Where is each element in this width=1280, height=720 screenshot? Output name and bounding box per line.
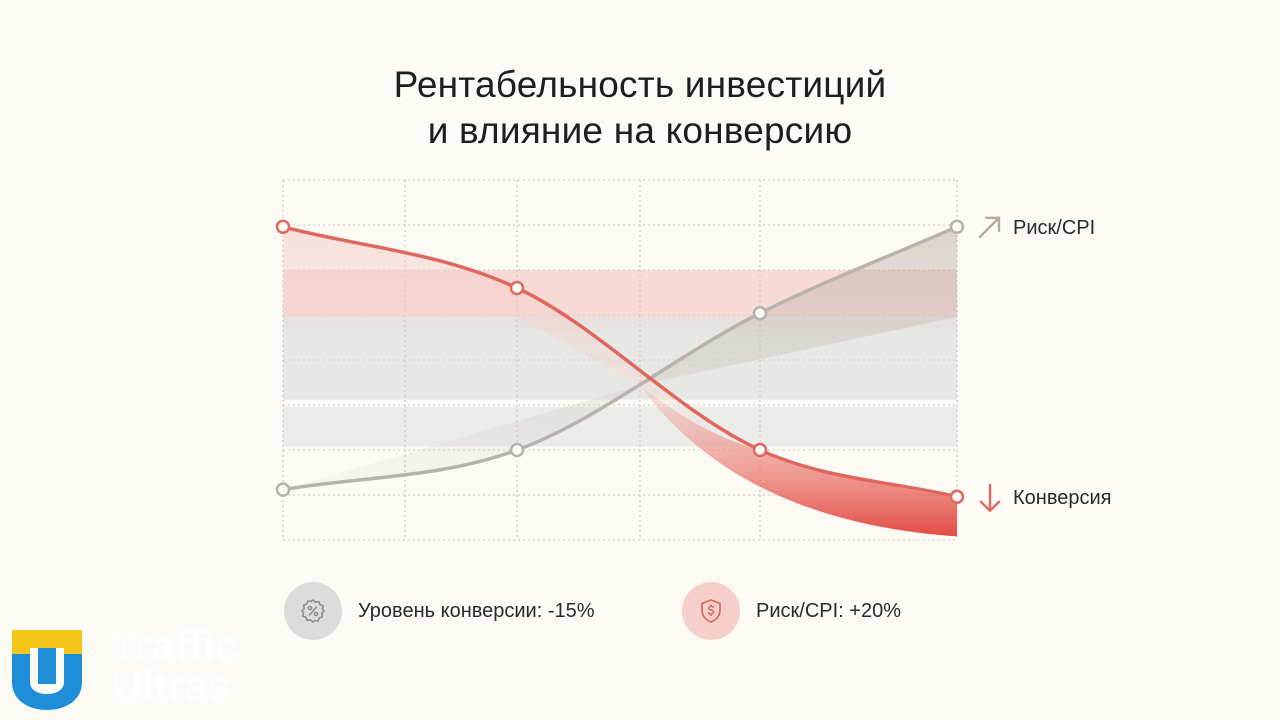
logo-text: Traffic Ultras xyxy=(112,622,239,709)
band-2 xyxy=(283,406,957,447)
arrow-down-stroke xyxy=(979,483,1001,512)
logo-text-line-1: Traffic xyxy=(112,622,239,669)
conversion-area-upper xyxy=(283,226,957,537)
conversion-point-1 xyxy=(509,280,525,296)
series-label-conversion: Конверсия xyxy=(1013,487,1111,509)
conversion-area-lower xyxy=(640,385,957,537)
series-line-conversion xyxy=(281,225,959,499)
conversion-point-0 xyxy=(275,219,291,235)
chart-title: Рентабельность инвестиций и влияние на к… xyxy=(0,62,1280,154)
dollar-shield-icon xyxy=(701,599,721,623)
legend-risk-badge xyxy=(682,582,740,640)
arrow-up-icon xyxy=(978,216,1001,238)
conversion-point-3 xyxy=(949,489,965,505)
risk-point-2 xyxy=(752,305,768,321)
logo-mark xyxy=(12,630,82,710)
legend-conversion-label: Уровень конверсии: -15% xyxy=(358,599,595,622)
chart-title-line-2: и влияние на конверсию xyxy=(427,110,853,151)
series-line-risk xyxy=(281,225,959,492)
risk-point-0 xyxy=(275,482,291,497)
legend-conversion: Уровень конверсии: -15% xyxy=(284,582,595,640)
percent-gear-icon xyxy=(301,599,325,623)
conversion-point-2 xyxy=(752,442,768,458)
legend-risk-label: Риск/CPI: +20% xyxy=(756,599,901,622)
risk-point-1 xyxy=(509,442,525,458)
chart-title-line-1: Рентабельность инвестиций xyxy=(393,64,887,105)
legend-risk-cpi: Риск/CPI: +20% xyxy=(682,582,901,640)
risk-point-3 xyxy=(949,219,965,235)
arrow-down-icon xyxy=(979,483,1001,512)
legend-conversion-badge xyxy=(284,582,342,640)
arrow-up-stroke xyxy=(978,216,1001,238)
series-label-risk: Риск/CPI xyxy=(1013,217,1095,239)
logo-text-line-2: Ultras xyxy=(112,662,232,709)
